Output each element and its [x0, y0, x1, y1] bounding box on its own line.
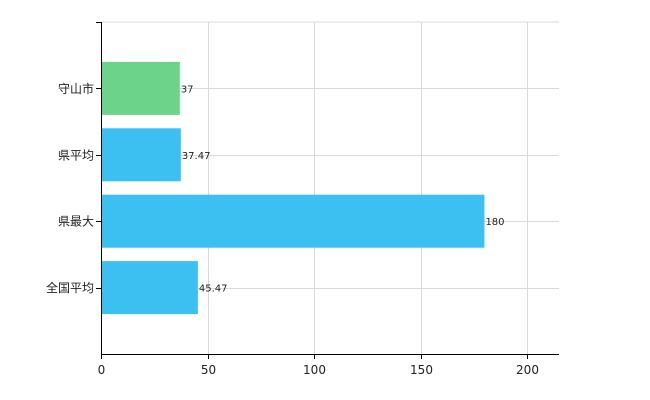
- bar-layer: [102, 61, 485, 315]
- axis-layer: [96, 22, 559, 359]
- category-label: 全国平均: [46, 280, 94, 295]
- x-tick-label: 200: [516, 363, 539, 377]
- category-label: 県平均: [58, 148, 94, 162]
- category-label: 守山市: [58, 81, 94, 96]
- bar: [102, 194, 485, 248]
- label-layer: 0 50 100 150 200 守山市 37 県平均 37.47 県最大 180 全国平均 45.47: [46, 81, 539, 377]
- category-label: 県最大: [58, 215, 94, 229]
- x-tick-label: 100: [303, 363, 326, 377]
- x-tick-label: 150: [410, 363, 433, 377]
- x-tick-label: 50: [201, 363, 216, 377]
- bar: [102, 128, 181, 182]
- bar: [102, 261, 198, 315]
- data-label: 180: [485, 217, 504, 228]
- x-tick-label: 0: [98, 363, 106, 377]
- data-label: 37: [181, 84, 194, 95]
- data-label: 45.47: [199, 284, 228, 295]
- bar: [102, 61, 180, 115]
- data-label: 37.47: [182, 151, 211, 162]
